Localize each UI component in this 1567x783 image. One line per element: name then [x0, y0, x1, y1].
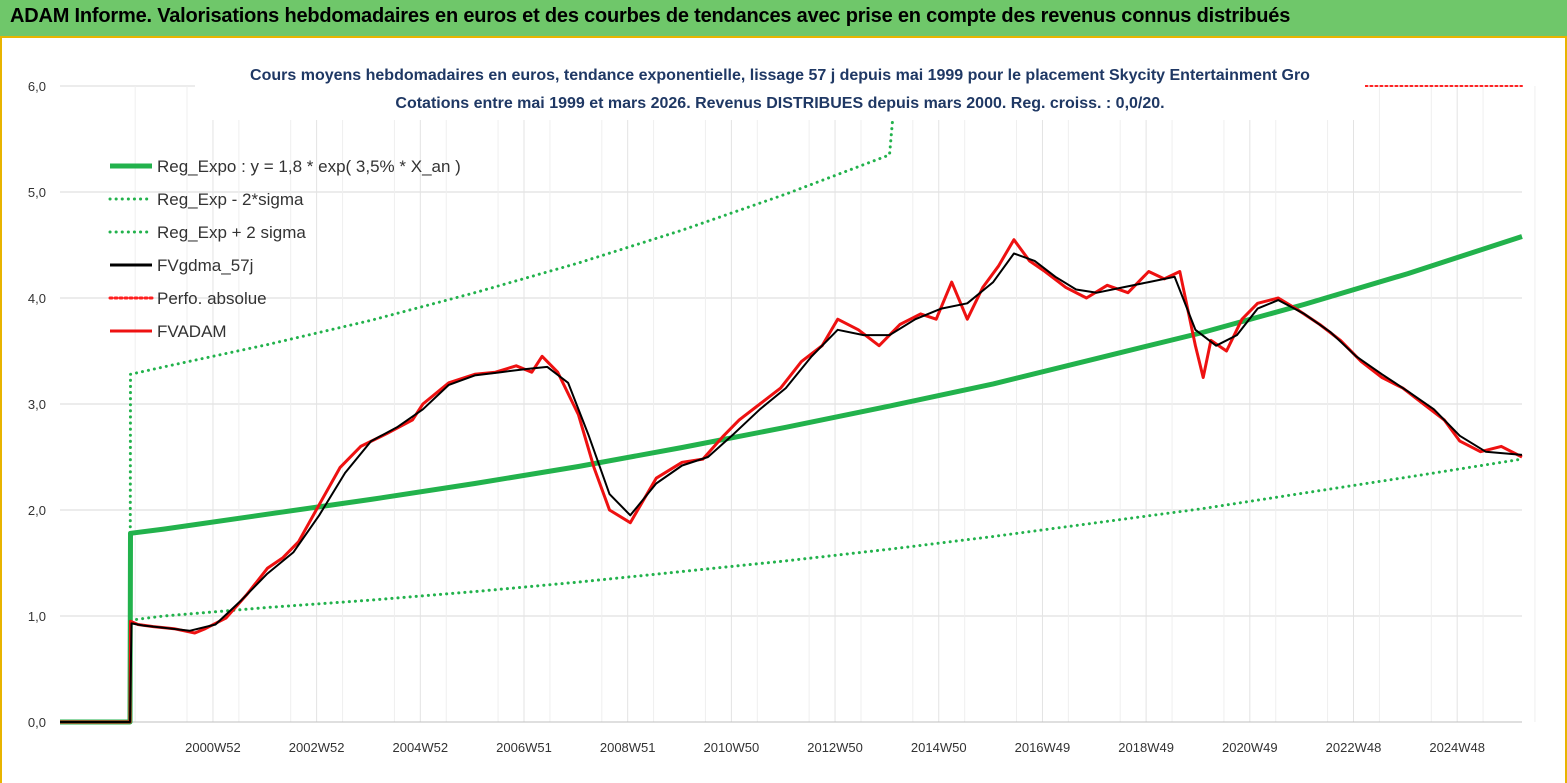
x-tick-label: 2020W49	[1222, 740, 1278, 755]
legend-label: Perfo. absolue	[157, 289, 267, 308]
chart-title-line1: Cours moyens hebdomadaires en euros, ten…	[250, 67, 1310, 84]
chart-series	[60, 85, 1524, 725]
series-line-reg-expo	[60, 234, 1523, 725]
y-tick-label: 0,0	[28, 715, 46, 730]
y-tick-label: 6,0	[28, 79, 46, 94]
legend-label: Reg_Exp - 2*sigma	[157, 190, 304, 209]
y-tick-label: 4,0	[28, 291, 46, 306]
series-line-fvgdma-57j	[60, 252, 1523, 723]
subtitle-backdrop	[195, 58, 1365, 120]
x-axis-ticks: 2000W52 2002W52 2004W52 2006W51 2008W51 2010W…	[185, 740, 1485, 755]
report-banner: ADAM Informe. Valorisations hebdomadaire…	[0, 0, 1567, 38]
x-tick-label: 2014W50	[911, 740, 967, 755]
x-tick-label: 2016W49	[1015, 740, 1071, 755]
x-tick-label: 2000W52	[185, 740, 241, 755]
x-tick-label: 2008W51	[600, 740, 656, 755]
chart-frame	[0, 38, 1567, 783]
series-line-fvadam	[60, 238, 1523, 724]
chart-legend: Reg_Expo : y = 1,8 * exp( 3,5% * X_an ) R…	[108, 157, 461, 341]
y-tick-label: 2,0	[28, 503, 46, 518]
x-tick-label: 2006W51	[496, 740, 552, 755]
x-tick-label: 2002W52	[289, 740, 345, 755]
x-tick-label: 2018W49	[1118, 740, 1174, 755]
x-tick-label: 2010W50	[704, 740, 760, 755]
series-line-reg-exp	[129, 457, 1524, 622]
chart-grid	[60, 85, 1536, 723]
x-tick-label: 2024W48	[1429, 740, 1485, 755]
legend-label: FVADAM	[157, 322, 227, 341]
series-line-reg-exp	[128, 118, 895, 724]
x-tick-label: 2022W48	[1326, 740, 1382, 755]
legend-label: FVgdma_57j	[157, 256, 253, 275]
y-tick-label: 1,0	[28, 609, 46, 624]
chart-title-line2: Cotations entre mai 1999 et mars 2026. R…	[395, 95, 1164, 112]
legend-label: Reg_Expo : y = 1,8 * exp( 3,5% * X_an )	[157, 157, 461, 176]
report-title: ADAM Informe. Valorisations hebdomadaire…	[10, 5, 1291, 27]
y-tick-label: 3,0	[28, 397, 46, 412]
y-tick-label: 5,0	[28, 185, 46, 200]
y-axis-ticks: 0,0 1,0 2,0 3,0 4,0 5,0 6,0	[28, 79, 46, 730]
x-tick-label: 2012W50	[807, 740, 863, 755]
x-tick-label: 2004W52	[392, 740, 448, 755]
legend-label: Reg_Exp + 2 sigma	[157, 223, 306, 242]
